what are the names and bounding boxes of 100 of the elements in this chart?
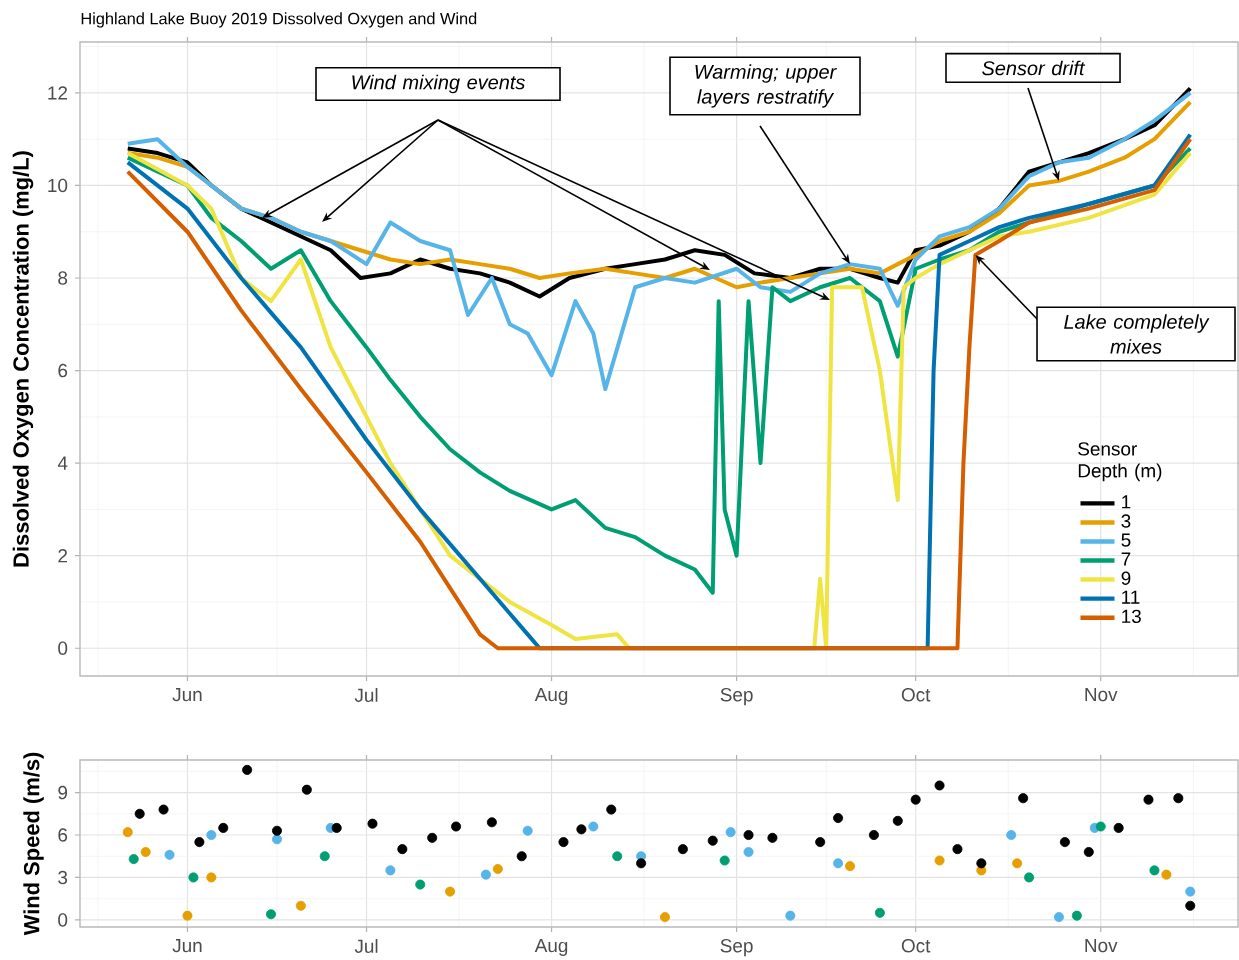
point <box>301 784 312 795</box>
x-tick-label: Oct <box>901 939 931 953</box>
point <box>1185 886 1196 897</box>
x-tick-label: Sep <box>720 939 753 957</box>
y-tick-label: 3 <box>58 870 68 885</box>
y-tick-label: 0 <box>58 913 68 927</box>
point <box>271 825 282 836</box>
point <box>319 851 330 862</box>
x-tick-label: Nov <box>1085 688 1118 702</box>
point <box>492 863 503 874</box>
annotation: Sensor drift <box>982 60 1086 76</box>
x-tick-label: Sep <box>720 688 753 706</box>
point <box>659 912 670 923</box>
point <box>1095 821 1106 832</box>
point <box>188 872 199 883</box>
point <box>242 764 253 775</box>
annotation: Warming; upper layers restratify <box>695 64 837 108</box>
point <box>868 830 879 841</box>
point <box>295 900 306 911</box>
point <box>767 832 778 843</box>
point <box>1071 910 1082 921</box>
point <box>1173 793 1184 804</box>
point <box>892 815 903 826</box>
y-tick-label: 9 <box>58 785 68 800</box>
point <box>636 858 647 869</box>
point <box>122 827 133 838</box>
point <box>451 821 462 832</box>
point <box>833 813 844 824</box>
point <box>1083 846 1094 857</box>
point <box>182 910 193 921</box>
annotation: Wind mixing events <box>352 74 525 94</box>
y-tick-label: 2 <box>58 549 68 563</box>
point <box>397 844 408 855</box>
legend-title: Sensor Depth (m) <box>1078 442 1162 482</box>
x-tick-label: Jul <box>354 939 378 953</box>
point <box>194 837 205 848</box>
point <box>385 865 396 876</box>
point <box>952 844 963 855</box>
point <box>1161 869 1172 880</box>
x-tick-label: Aug <box>534 939 568 956</box>
point <box>367 818 378 829</box>
point <box>1024 872 1035 883</box>
point <box>1113 822 1124 833</box>
point <box>206 872 217 883</box>
y-tick-label: 6 <box>58 363 68 378</box>
point <box>427 832 438 843</box>
point <box>445 886 456 897</box>
y-tick-label: 4 <box>57 456 68 470</box>
point <box>480 869 491 880</box>
point <box>910 794 921 805</box>
point <box>558 837 569 848</box>
y-tick-label: 8 <box>58 271 68 285</box>
point <box>1018 793 1029 804</box>
point <box>845 861 856 872</box>
legend-label: 13 <box>1122 609 1141 624</box>
x-tick-label: Jul <box>354 688 378 702</box>
point <box>874 907 885 918</box>
point <box>1012 858 1023 869</box>
point <box>1185 900 1196 911</box>
point <box>1143 794 1154 805</box>
legend-label: 1 <box>1122 495 1131 509</box>
point <box>725 827 736 838</box>
point <box>576 824 587 835</box>
y-tick-label: 0 <box>58 641 68 655</box>
point <box>516 851 527 862</box>
point <box>934 855 945 866</box>
x-tick-label: Aug <box>534 688 568 705</box>
point <box>815 837 826 848</box>
y-axis-title: Dissolved Oxygen Concentration (mg/L) <box>12 151 34 567</box>
legend-label: 3 <box>1121 514 1131 528</box>
y-tick-label: 6 <box>58 828 68 842</box>
point <box>612 851 623 862</box>
legend-label: 5 <box>1121 533 1131 547</box>
y-tick-label: 12 <box>48 86 68 100</box>
point <box>134 808 145 819</box>
y-tick-label: 10 <box>48 178 68 193</box>
point <box>140 846 151 857</box>
point <box>1006 830 1017 841</box>
point <box>743 846 754 857</box>
point <box>206 830 217 841</box>
annotation: Lake completely mixes <box>1064 314 1210 354</box>
point <box>266 909 277 920</box>
point <box>486 817 497 828</box>
point <box>164 849 175 860</box>
legend-label: 9 <box>1121 571 1131 585</box>
x-tick-label: Oct <box>901 688 931 702</box>
point <box>1053 912 1064 923</box>
point <box>606 804 617 815</box>
point <box>271 834 282 845</box>
point <box>522 825 533 836</box>
point <box>128 854 139 865</box>
x-tick-label: Jun <box>172 688 202 702</box>
point <box>218 822 229 833</box>
point <box>934 780 945 791</box>
point <box>785 910 796 921</box>
point <box>588 821 599 832</box>
y-axis-title: Wind Speed (m/s) <box>23 752 44 936</box>
point <box>743 830 754 841</box>
point <box>707 835 718 846</box>
x-tick-label: Nov <box>1085 939 1118 953</box>
